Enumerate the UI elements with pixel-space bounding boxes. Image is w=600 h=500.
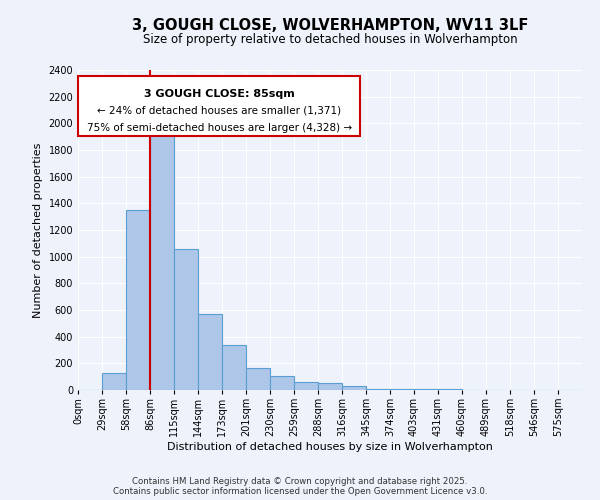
Text: ← 24% of detached houses are smaller (1,371): ← 24% of detached houses are smaller (1,… [97,105,341,115]
X-axis label: Distribution of detached houses by size in Wolverhampton: Distribution of detached houses by size … [167,442,493,452]
Bar [342,386,366,390]
Text: 3, GOUGH CLOSE, WOLVERHAMPTON, WV11 3LF: 3, GOUGH CLOSE, WOLVERHAMPTON, WV11 3LF [132,18,528,32]
Text: Size of property relative to detached houses in Wolverhampton: Size of property relative to detached ho… [143,32,517,46]
Text: 75% of semi-detached houses are larger (4,328) →: 75% of semi-detached houses are larger (… [86,123,352,133]
Y-axis label: Number of detached properties: Number of detached properties [33,142,43,318]
Bar [270,376,294,390]
Bar [198,314,222,390]
FancyBboxPatch shape [78,76,360,136]
Bar [102,374,126,390]
Text: Contains HM Land Registry data © Crown copyright and database right 2025.: Contains HM Land Registry data © Crown c… [132,478,468,486]
Bar [294,382,318,390]
Bar [126,210,150,390]
Text: Contains public sector information licensed under the Open Government Licence v3: Contains public sector information licen… [113,488,487,496]
Bar [246,368,270,390]
Bar [318,382,342,390]
Bar [150,134,174,390]
Bar [222,344,246,390]
Bar [366,388,390,390]
Text: 3 GOUGH CLOSE: 85sqm: 3 GOUGH CLOSE: 85sqm [144,89,295,99]
Bar [390,388,414,390]
Bar [174,248,198,390]
